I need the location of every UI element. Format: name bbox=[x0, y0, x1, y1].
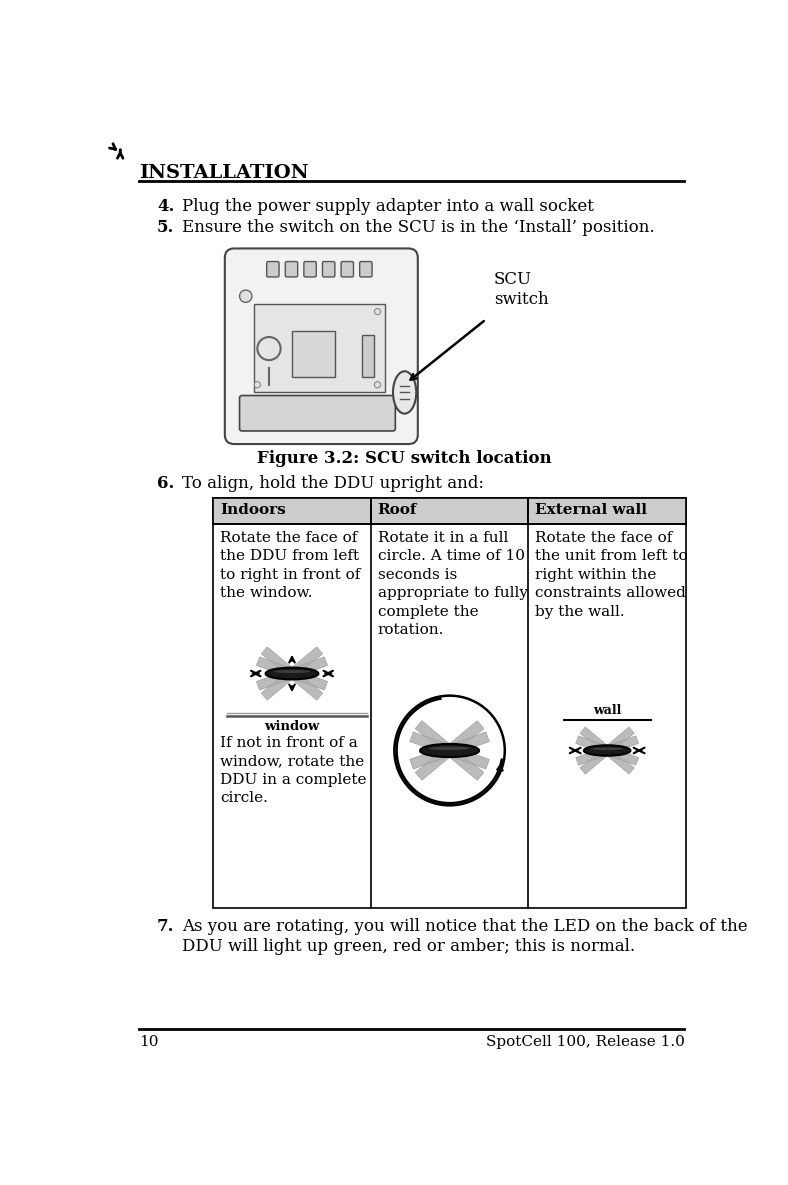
Text: Rotate the face of
the DDU from left
to right in front of
the window.: Rotate the face of the DDU from left to … bbox=[220, 531, 361, 601]
FancyArrow shape bbox=[580, 726, 634, 774]
Bar bbox=[371, 498, 529, 524]
Text: If not in front of a
window, rotate the
DDU in a complete
circle.: If not in front of a window, rotate the … bbox=[220, 736, 366, 805]
Ellipse shape bbox=[266, 667, 318, 679]
Text: Indoors: Indoors bbox=[220, 504, 286, 518]
Ellipse shape bbox=[264, 671, 320, 679]
Text: DDU will light up green, red or amber; this is normal.: DDU will light up green, red or amber; t… bbox=[182, 937, 635, 955]
FancyArrow shape bbox=[410, 732, 489, 769]
Ellipse shape bbox=[591, 748, 623, 750]
Text: 4.: 4. bbox=[157, 198, 174, 214]
FancyBboxPatch shape bbox=[285, 262, 298, 277]
Text: 7.: 7. bbox=[157, 918, 174, 935]
FancyArrow shape bbox=[415, 720, 484, 780]
Ellipse shape bbox=[393, 371, 416, 414]
FancyBboxPatch shape bbox=[304, 262, 316, 277]
FancyBboxPatch shape bbox=[322, 262, 335, 277]
FancyBboxPatch shape bbox=[341, 262, 354, 277]
Text: wall: wall bbox=[593, 704, 622, 717]
Text: 6.: 6. bbox=[157, 475, 174, 492]
Text: 10: 10 bbox=[139, 1036, 158, 1050]
Circle shape bbox=[240, 290, 252, 302]
Bar bbox=[362, 334, 374, 377]
Text: As you are rotating, you will notice that the LED on the back of the: As you are rotating, you will notice tha… bbox=[182, 918, 748, 935]
Circle shape bbox=[374, 308, 381, 315]
FancyArrow shape bbox=[576, 736, 638, 766]
Circle shape bbox=[255, 382, 261, 387]
Text: SpotCell 100, Release 1.0: SpotCell 100, Release 1.0 bbox=[485, 1036, 685, 1050]
Text: Rotate the face of
the unit from left to
right within the
constraints allowed
by: Rotate the face of the unit from left to… bbox=[535, 531, 688, 619]
Circle shape bbox=[374, 382, 381, 387]
FancyArrow shape bbox=[256, 656, 328, 690]
Ellipse shape bbox=[584, 745, 630, 756]
Circle shape bbox=[394, 696, 505, 806]
FancyBboxPatch shape bbox=[254, 303, 385, 392]
FancyArrow shape bbox=[256, 656, 328, 690]
Text: window: window bbox=[264, 720, 320, 734]
FancyArrow shape bbox=[580, 726, 634, 774]
FancyBboxPatch shape bbox=[266, 262, 279, 277]
FancyArrow shape bbox=[262, 647, 323, 700]
FancyBboxPatch shape bbox=[240, 396, 396, 431]
Text: INSTALLATION: INSTALLATION bbox=[139, 164, 308, 181]
Text: Roof: Roof bbox=[377, 504, 418, 518]
Text: Figure 3.2: SCU switch location: Figure 3.2: SCU switch location bbox=[257, 450, 551, 467]
FancyBboxPatch shape bbox=[359, 262, 372, 277]
Bar bbox=[214, 498, 686, 909]
FancyArrow shape bbox=[576, 736, 638, 766]
Text: External wall: External wall bbox=[535, 504, 647, 518]
Text: Ensure the switch on the SCU is in the ‘Install’ position.: Ensure the switch on the SCU is in the ‘… bbox=[182, 219, 655, 236]
Text: Rotate it in a full
circle. A time of 10
seconds is
appropriate to fully
complet: Rotate it in a full circle. A time of 10… bbox=[377, 531, 528, 638]
FancyArrow shape bbox=[262, 647, 323, 700]
Text: SCU
switch: SCU switch bbox=[494, 271, 548, 308]
Ellipse shape bbox=[420, 744, 479, 757]
Bar bbox=[214, 498, 371, 524]
FancyArrow shape bbox=[410, 732, 489, 769]
Text: To align, hold the DDU upright and:: To align, hold the DDU upright and: bbox=[182, 475, 484, 492]
Ellipse shape bbox=[583, 748, 631, 755]
FancyArrow shape bbox=[415, 720, 484, 780]
FancyBboxPatch shape bbox=[225, 249, 418, 444]
Ellipse shape bbox=[273, 670, 310, 673]
Text: 5.: 5. bbox=[157, 219, 174, 236]
Ellipse shape bbox=[418, 748, 481, 756]
Bar bbox=[529, 498, 686, 524]
Text: Plug the power supply adapter into a wall socket: Plug the power supply adapter into a wal… bbox=[182, 198, 594, 214]
Bar bbox=[292, 331, 335, 377]
Ellipse shape bbox=[429, 747, 470, 750]
